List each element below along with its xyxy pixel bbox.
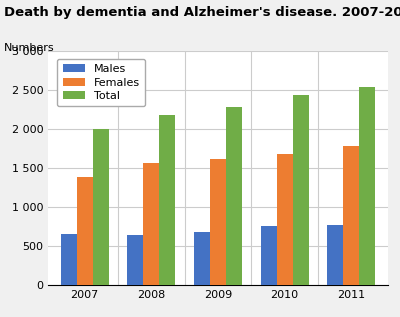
Bar — [61, 235, 77, 285]
Bar — [277, 154, 293, 285]
Bar — [159, 115, 175, 285]
Bar — [327, 225, 343, 285]
Legend: Males, Females, Total: Males, Females, Total — [57, 59, 145, 107]
Text: Numbers: Numbers — [4, 43, 55, 53]
Text: Death by dementia and Alzheimer's disease. 2007-2011: Death by dementia and Alzheimer's diseas… — [4, 6, 400, 19]
Bar — [93, 129, 109, 285]
Bar — [194, 232, 210, 285]
Bar — [343, 146, 359, 285]
Bar — [293, 94, 309, 285]
Bar — [359, 87, 375, 285]
Bar — [77, 178, 93, 285]
Bar — [143, 163, 159, 285]
Bar — [226, 107, 242, 285]
Bar — [210, 158, 226, 285]
Bar — [127, 235, 143, 285]
Bar — [261, 226, 277, 285]
